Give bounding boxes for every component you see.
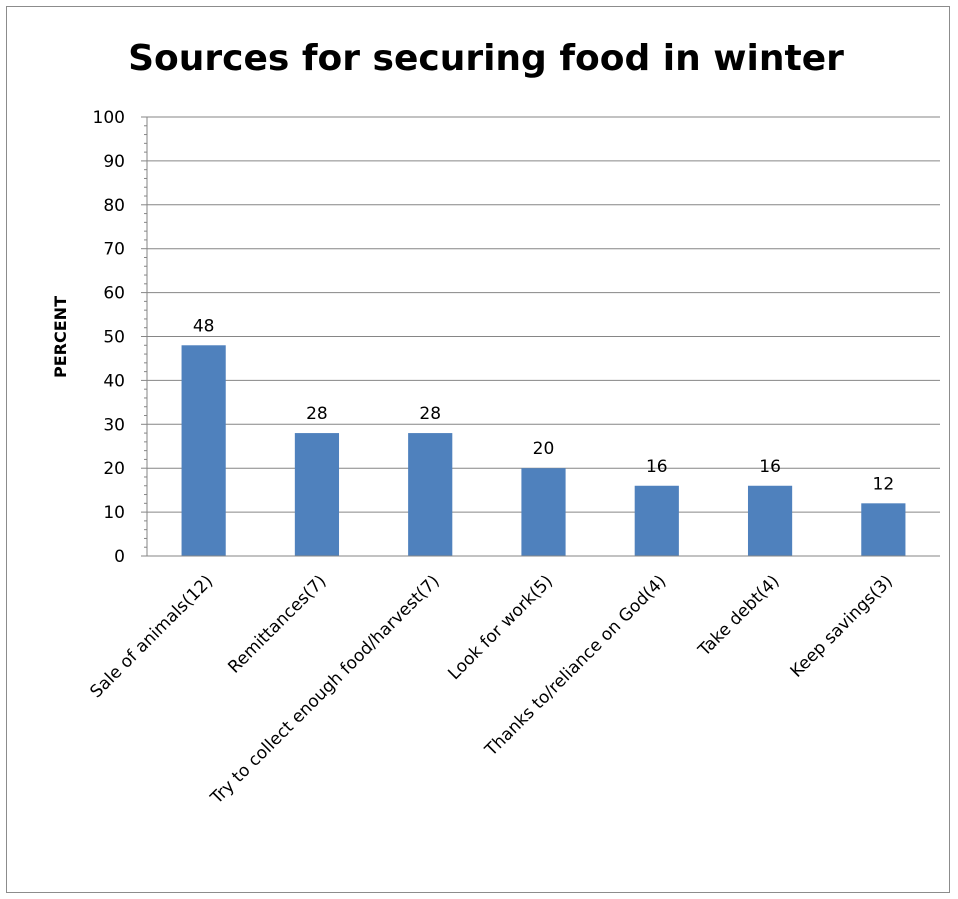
y-tick-label: 60 [103, 284, 125, 304]
y-tick-label: 70 [103, 240, 125, 260]
bar [294, 433, 340, 556]
chart-frame [6, 6, 950, 893]
data-label: 16 [646, 457, 668, 477]
y-axis-label: PERCENT [51, 296, 70, 378]
x-category-label: Sale of animals(12) [86, 571, 217, 702]
x-category-label: Thanks to/reliance on God(4) [481, 571, 671, 761]
gridlines [147, 116, 940, 513]
data-label: 28 [306, 404, 328, 424]
category-labels: Sale of animals(12) Remittances(7)Try to … [86, 571, 896, 808]
y-tick-label: 20 [103, 459, 125, 479]
y-tick-label: 100 [93, 108, 125, 128]
y-tick-label: 90 [103, 152, 125, 172]
y-tick-label: 50 [103, 328, 125, 348]
y-tick-labels: 0 10 20 30 40 50 60 70 80 90 100 [93, 108, 125, 567]
data-label: 48 [193, 316, 215, 336]
bars [181, 345, 906, 556]
axes [141, 116, 940, 557]
x-category-label: Remittances(7) [224, 571, 330, 677]
chart-title: Sources for securing food in winter [128, 38, 844, 79]
bar [181, 345, 226, 556]
y-tick-label: 80 [103, 196, 125, 216]
bar [861, 503, 906, 556]
y-tick-label: 10 [103, 503, 125, 523]
data-label: 12 [873, 474, 895, 494]
data-label: 20 [533, 439, 555, 459]
data-label: 28 [419, 404, 441, 424]
y-tick-label: 30 [103, 415, 125, 435]
y-tick-label: 40 [103, 371, 125, 391]
bar [634, 485, 679, 556]
x-category-label: Keep savings(3) [787, 571, 897, 681]
bar [747, 485, 793, 556]
y-tick-label: 0 [114, 547, 125, 567]
x-category-label: Look for work(5) [444, 571, 557, 684]
data-labels: 48 28 28 20 16 16 12 [193, 316, 894, 494]
bar [521, 468, 566, 556]
x-category-label: Take debt(4) [694, 571, 784, 661]
data-label: 16 [759, 457, 781, 477]
bar [408, 433, 453, 556]
x-category-label: Try to collect enough food/harvest(7) [206, 571, 443, 808]
